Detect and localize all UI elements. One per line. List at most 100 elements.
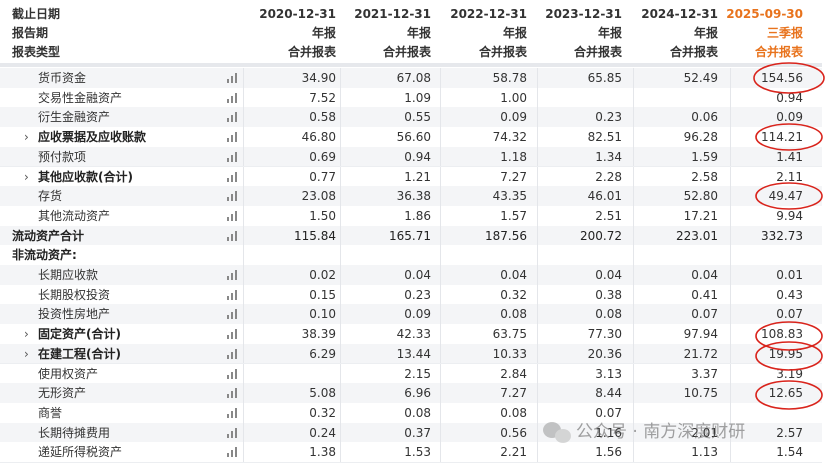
column-separator xyxy=(537,146,538,167)
column-separator xyxy=(440,284,441,305)
row-label: 在建工程(合计) xyxy=(38,346,121,361)
column-separator xyxy=(633,107,634,128)
column-separator xyxy=(243,284,244,305)
cell-value: 187.56 xyxy=(485,228,527,243)
cell-value: 115.84 xyxy=(294,228,336,243)
column-separator xyxy=(340,442,341,462)
column-date: 2020-12-31 xyxy=(259,7,336,21)
cell-value: 0.58 xyxy=(309,110,336,125)
column-separator xyxy=(340,324,341,344)
column-separator xyxy=(633,324,634,344)
column-separator xyxy=(730,265,731,285)
cell-value: 0.38 xyxy=(595,287,622,302)
cell-value: 0.69 xyxy=(309,149,336,164)
column-separator xyxy=(243,146,244,167)
cell-value: 2.21 xyxy=(500,445,527,460)
row-label: 固定资产(合计) xyxy=(38,327,121,342)
cell-value: 3.13 xyxy=(595,366,622,381)
column-separator xyxy=(730,422,731,443)
column-period: 年报 xyxy=(406,26,431,40)
column-separator xyxy=(537,324,538,344)
chart-icon[interactable] xyxy=(226,132,238,143)
cell-value: 0.09 xyxy=(500,110,527,125)
cell-value: 1.16 xyxy=(595,425,622,440)
column-separator xyxy=(340,127,341,147)
chart-icon[interactable] xyxy=(226,447,238,458)
column-separator xyxy=(243,245,244,265)
cell-value: 2.28 xyxy=(595,169,622,184)
cell-value: 0.43 xyxy=(776,287,803,302)
cell-value: 2.51 xyxy=(595,208,622,223)
cell-value: 0.07 xyxy=(776,307,803,322)
column-separator xyxy=(633,442,634,462)
row-label: 存货 xyxy=(38,189,63,204)
cell-value: 0.02 xyxy=(309,268,336,282)
cell-value: 2.15 xyxy=(404,366,431,381)
chart-icon[interactable] xyxy=(226,151,238,162)
cell-value: 0.94 xyxy=(776,90,803,105)
chart-icon[interactable] xyxy=(226,309,238,320)
column-separator xyxy=(537,186,538,206)
cell-value: 2.84 xyxy=(500,366,527,381)
column-separator xyxy=(243,166,244,187)
column-separator xyxy=(340,383,341,403)
chart-icon[interactable] xyxy=(226,270,238,280)
cell-value: 0.15 xyxy=(309,287,336,302)
chart-icon[interactable] xyxy=(226,289,238,300)
cell-value: 17.21 xyxy=(683,208,718,223)
chart-icon[interactable] xyxy=(226,191,238,202)
cell-value: 65.85 xyxy=(587,71,622,85)
cell-value: 1.13 xyxy=(691,445,718,460)
column-separator xyxy=(440,127,441,147)
chart-icon[interactable] xyxy=(226,73,238,83)
highlight-circle xyxy=(753,62,825,94)
highlight-circle xyxy=(755,123,823,151)
cell-value: 0.01 xyxy=(776,268,803,282)
cell-value: 46.80 xyxy=(301,130,336,145)
column-separator xyxy=(730,127,731,147)
column-separator xyxy=(730,284,731,305)
cell-value: 1.57 xyxy=(500,208,527,223)
cell-value: 23.08 xyxy=(301,189,336,204)
cell-value: 6.96 xyxy=(404,386,431,401)
column-separator xyxy=(243,87,244,108)
chart-icon[interactable] xyxy=(226,388,238,399)
column-separator xyxy=(537,205,538,226)
cell-value: 52.80 xyxy=(683,189,718,204)
column-separator xyxy=(730,245,731,265)
cell-value: 114.21 xyxy=(761,130,803,145)
cell-value: 200.72 xyxy=(580,228,622,243)
column-separator xyxy=(730,324,731,344)
column-separator xyxy=(633,284,634,305)
cell-value: 7.27 xyxy=(500,386,527,401)
cell-value: 97.94 xyxy=(683,327,718,342)
cell-value: 0.24 xyxy=(309,425,336,440)
cell-value: 10.33 xyxy=(492,346,527,361)
chart-icon[interactable] xyxy=(226,368,238,379)
cell-value: 1.09 xyxy=(404,90,431,105)
column-separator xyxy=(730,363,731,384)
cell-value: 52.49 xyxy=(683,71,718,85)
chart-icon[interactable] xyxy=(226,427,238,438)
chart-icon[interactable] xyxy=(226,112,238,123)
cell-value: 0.08 xyxy=(500,405,527,420)
column-separator xyxy=(440,324,441,344)
cell-value: 108.83 xyxy=(761,327,803,342)
chart-icon[interactable] xyxy=(226,348,238,359)
column-period: 年报 xyxy=(693,26,718,40)
cell-value: 1.86 xyxy=(404,208,431,223)
chart-icon[interactable] xyxy=(226,329,238,340)
column-period: 年报 xyxy=(597,26,622,40)
column-separator xyxy=(440,68,441,88)
cell-value: 0.06 xyxy=(691,110,718,125)
chart-icon[interactable] xyxy=(226,407,238,418)
table-row xyxy=(0,442,822,463)
column-separator xyxy=(440,166,441,187)
chart-icon[interactable] xyxy=(226,92,238,103)
chart-icon[interactable] xyxy=(226,210,238,221)
cell-value: 43.35 xyxy=(492,189,527,204)
chart-icon[interactable] xyxy=(226,171,238,182)
chart-icon[interactable] xyxy=(226,230,238,241)
cell-value: 49.47 xyxy=(768,189,803,204)
